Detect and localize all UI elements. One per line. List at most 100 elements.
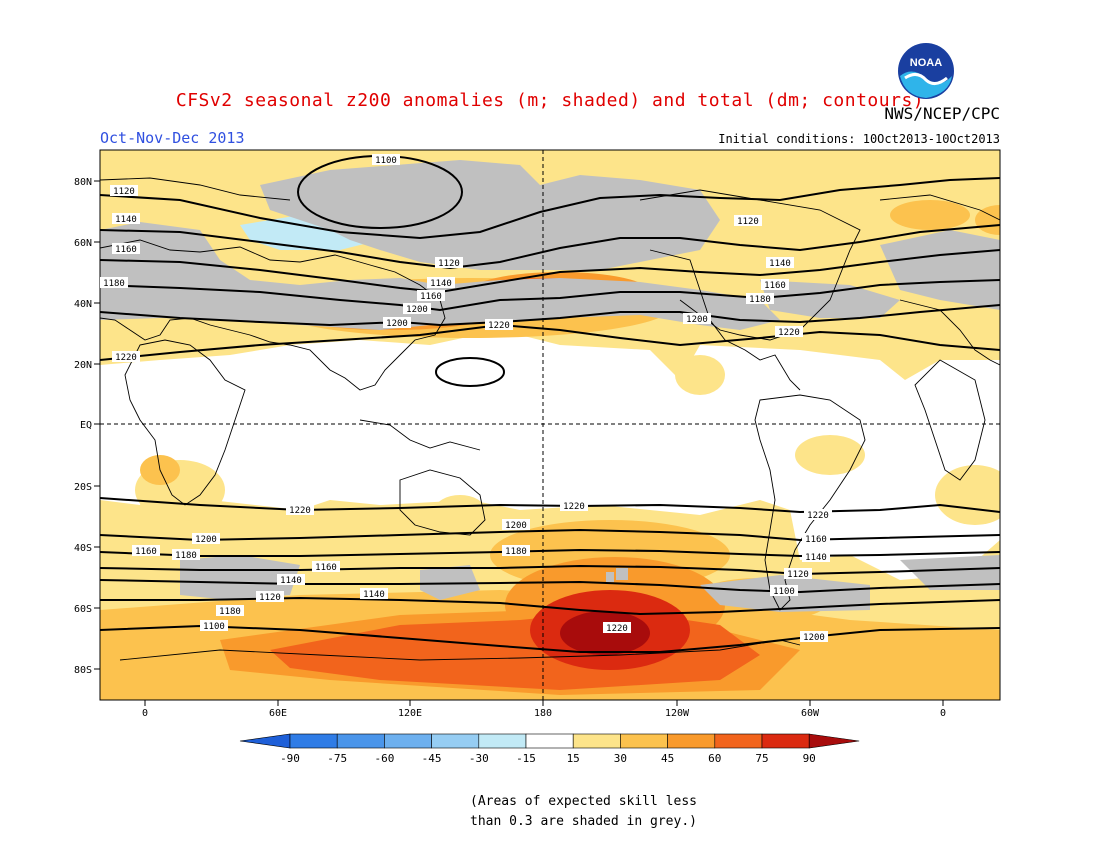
contour-label: 1200	[683, 313, 711, 325]
svg-text:1160: 1160	[805, 535, 827, 545]
chart-title: CFSv2 seasonal z200 anomalies (m; shaded…	[175, 90, 925, 111]
svg-text:1140: 1140	[430, 279, 452, 289]
contour-label: 1180	[100, 277, 128, 289]
contour-label: 1180	[216, 605, 244, 617]
colorbar-swatch	[572, 733, 621, 749]
contour-label: 1140	[802, 551, 830, 563]
colorbar-tick-label: 15	[567, 752, 580, 765]
colorbar: -90 -75 -60 -45 -30 -15 15 30 45 60 75 90	[239, 733, 860, 765]
svg-text:1120: 1120	[787, 570, 809, 580]
initial-conditions-label: Initial conditions: 10Oct2013-10Oct2013	[718, 132, 1000, 146]
contour-label: 1120	[110, 185, 138, 197]
colorbar-swatch	[667, 733, 716, 749]
contour-label: 1200	[502, 519, 530, 531]
contour-label: 1180	[172, 549, 200, 561]
colorbar-tick-label: -15	[516, 752, 536, 765]
contour-label: 1120	[435, 257, 463, 269]
lon-label: 60W	[801, 708, 820, 719]
height-contours	[100, 155, 1000, 653]
lon-label: 120E	[398, 708, 422, 719]
colorbar-swatch	[289, 733, 338, 749]
svg-text:1180: 1180	[175, 551, 197, 561]
svg-text:1220: 1220	[289, 506, 311, 516]
lat-label: 60N	[74, 238, 92, 249]
lat-label: 20N	[74, 360, 92, 371]
contour-label: 1160	[112, 243, 140, 255]
svg-text:1200: 1200	[386, 319, 408, 329]
noaa-logo: NOAA	[898, 43, 954, 99]
contour-label: 1220	[286, 504, 314, 516]
lon-label: 0	[940, 708, 946, 719]
svg-text:1140: 1140	[280, 576, 302, 586]
colorbar-swatch	[478, 733, 527, 749]
contour-label: 1200	[383, 317, 411, 329]
lon-label: 180	[534, 708, 552, 719]
lat-label: 80N	[74, 177, 92, 188]
contour-label: 1140	[112, 213, 140, 225]
svg-text:1100: 1100	[203, 622, 225, 632]
colorbar-swatch	[714, 733, 763, 749]
contour-label: 1120	[784, 568, 812, 580]
skill-note-line: than 0.3 are shaded in grey.)	[470, 814, 697, 829]
colorbar-swatch	[384, 733, 432, 749]
svg-text:1120: 1120	[259, 593, 281, 603]
contour-label: 1200	[192, 533, 220, 545]
contour-label: 1120	[734, 215, 762, 227]
colorbar-tick-label: -45	[422, 752, 442, 765]
contour-label: 1160	[802, 533, 830, 545]
svg-text:1160: 1160	[115, 245, 137, 255]
svg-text:1220: 1220	[115, 353, 137, 363]
map-frame	[99, 149, 1001, 701]
svg-text:1200: 1200	[686, 315, 708, 325]
contour-label: 1160	[132, 545, 160, 557]
colorbar-swatch	[431, 733, 480, 749]
contour-label: 1220	[560, 500, 588, 512]
colorbar-swatch	[620, 733, 668, 749]
svg-text:1200: 1200	[803, 633, 825, 643]
svg-text:1180: 1180	[505, 547, 527, 557]
svg-text:1220: 1220	[488, 321, 510, 331]
lon-ticks	[144, 700, 944, 706]
colorbar-tick-label: 75	[755, 752, 768, 765]
lat-label: 40S	[74, 543, 92, 554]
lon-label: 0	[142, 708, 148, 719]
contour-label: 1100	[770, 585, 798, 597]
lat-label: EQ	[80, 420, 92, 431]
contour-label: 1140	[427, 277, 455, 289]
agency-label: NWS/NCEP/CPC	[884, 104, 1000, 123]
colorbar-swatch	[525, 733, 574, 749]
contour-label: 1220	[775, 326, 803, 338]
svg-text:1220: 1220	[778, 328, 800, 338]
svg-text:1120: 1120	[438, 259, 460, 269]
svg-text:1160: 1160	[135, 547, 157, 557]
svg-text:1100: 1100	[375, 156, 397, 166]
contour-label: 1220	[112, 351, 140, 363]
lon-label: 60E	[269, 708, 287, 719]
svg-text:1200: 1200	[195, 535, 217, 545]
svg-text:1100: 1100	[773, 587, 795, 597]
colorbar-tick-label: -60	[374, 752, 394, 765]
svg-text:1120: 1120	[113, 187, 135, 197]
svg-text:1180: 1180	[103, 279, 125, 289]
svg-text:1140: 1140	[769, 259, 791, 269]
svg-text:1140: 1140	[115, 215, 137, 225]
svg-text:1120: 1120	[737, 217, 759, 227]
contour-label: 1200	[403, 303, 431, 315]
svg-text:1160: 1160	[764, 281, 786, 291]
colorbar-tick-label: 60	[708, 752, 721, 765]
skill-note: (Areas of expected skill less than 0.3 a…	[470, 792, 697, 832]
colorbar-swatch	[761, 733, 810, 749]
colorbar-arrow-high	[808, 733, 860, 749]
svg-text:1180: 1180	[219, 607, 241, 617]
contour-label: 1160	[761, 279, 789, 291]
contour-label: 1200	[800, 631, 828, 643]
contour-label: 1140	[360, 588, 388, 600]
svg-text:1140: 1140	[805, 553, 827, 563]
colorbar-tick-label: 90	[803, 752, 816, 765]
colorbar-tick-label: -30	[469, 752, 489, 765]
contour-label: 1100	[200, 620, 228, 632]
lat-label: 60S	[74, 604, 92, 615]
svg-text:1140: 1140	[363, 590, 385, 600]
colorbar-swatch	[336, 733, 385, 749]
